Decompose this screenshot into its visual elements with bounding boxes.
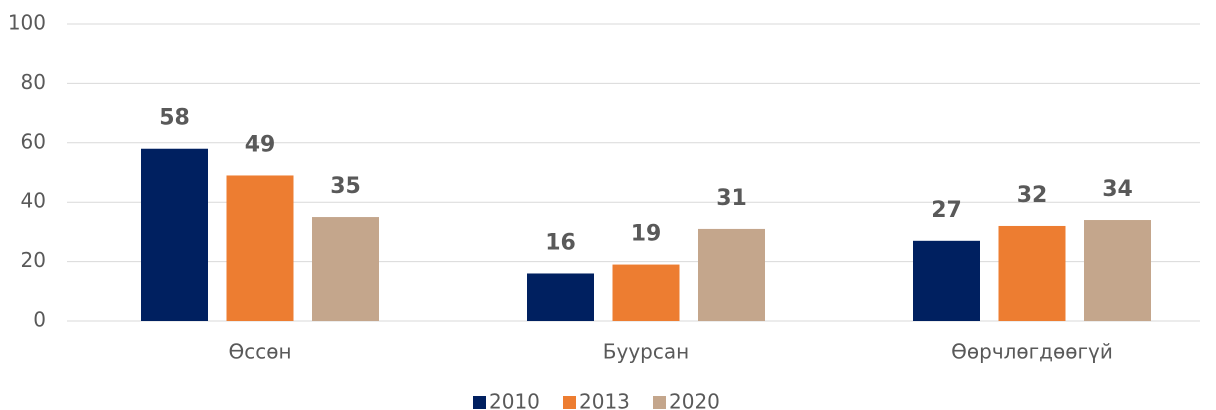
legend-label: 2020 [669,390,720,410]
x-tick-label: Өөрчлөгдөөгүй [951,340,1113,364]
bar [698,228,765,321]
value-label: 19 [631,222,662,247]
y-tick-label: 60 [21,129,46,153]
bar [998,225,1066,321]
value-label: 31 [716,186,747,211]
bar [527,273,594,321]
value-label: 34 [1102,177,1133,202]
value-label: 58 [159,106,190,131]
value-label: 27 [931,198,962,223]
bar [312,217,379,321]
value-label: 16 [545,230,576,255]
legend-swatch [563,396,576,409]
value-label: 32 [1017,183,1048,208]
y-tick-label: 20 [21,248,46,272]
y-tick-label: 80 [21,70,46,94]
bar [1084,220,1151,321]
bar [141,148,208,321]
value-label: 35 [330,174,361,199]
legend-label: 2013 [579,390,630,410]
legend-swatch [473,396,486,409]
legend-swatch [653,396,666,409]
y-tick-label: 40 [21,189,46,213]
bar [612,264,680,321]
legend-label: 2010 [489,390,540,410]
y-tick-label: 100 [8,11,46,35]
value-label: 49 [245,132,276,157]
x-tick-label: Өссөн [228,340,291,364]
y-tick-label: 0 [33,308,46,332]
x-tick-label: Буурсан [603,340,689,364]
bar [226,175,294,321]
bar [913,240,980,321]
